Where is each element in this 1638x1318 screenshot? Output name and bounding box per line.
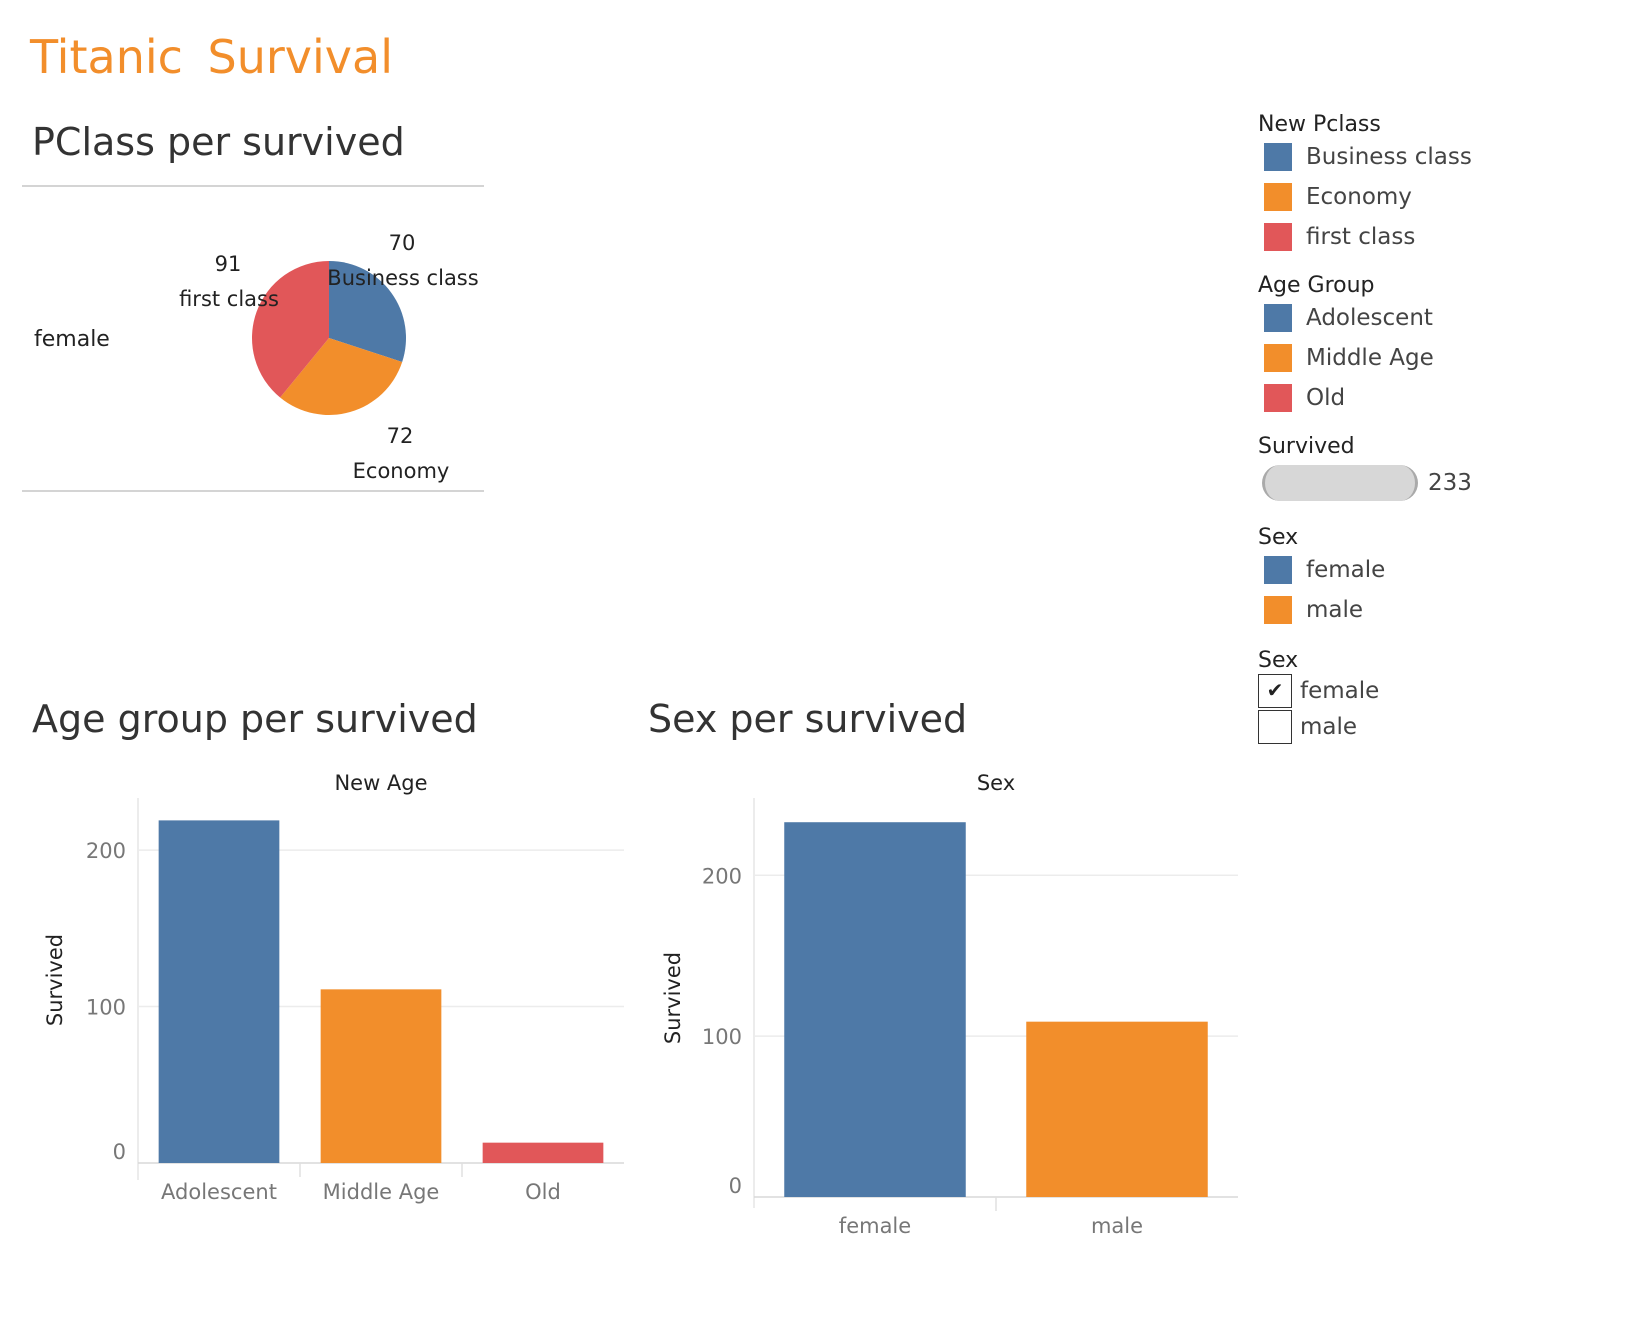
x-tick-label: male [1091, 1214, 1143, 1238]
legend-swatch [1264, 596, 1292, 624]
legend-item[interactable]: Old [1258, 378, 1618, 418]
legend-swatch [1264, 384, 1292, 412]
x-tick-label: Adolescent [161, 1180, 277, 1204]
y-axis-title: Survived [43, 934, 67, 1026]
pie-worksheet-title: PClass per survived [32, 120, 405, 164]
legend-sex-title: Sex [1258, 525, 1299, 550]
y-tick-label: 0 [729, 1174, 742, 1198]
bar[interactable] [158, 820, 280, 1163]
x-tick-label: female [839, 1214, 911, 1238]
pie-category-label: Economy [353, 459, 450, 483]
age-group-bar-chart[interactable]: New Age 0 100 200 Survived Adolescent Middle A… [0, 760, 640, 1220]
pie-bottom-divider [22, 490, 484, 492]
legend-item[interactable]: female [1258, 550, 1618, 590]
bar[interactable] [320, 989, 442, 1163]
legend-pclass-title: New Pclass [1258, 112, 1381, 137]
legend-label: Adolescent [1306, 305, 1433, 331]
column-header: Sex [977, 771, 1015, 795]
pie-category-label: first class [179, 287, 279, 311]
y-axis-title: Survived [661, 952, 685, 1044]
sex-filter-option[interactable]: male [1258, 709, 1618, 745]
y-tick-label: 0 [113, 1140, 126, 1164]
sex-worksheet-title: Sex per survived [648, 697, 968, 741]
y-tick-label: 100 [86, 996, 126, 1020]
legend-survived-title: Survived [1258, 434, 1355, 459]
legend-swatch [1264, 556, 1292, 584]
legend-panel: New Pclass Business class Economy first cl… [1258, 112, 1618, 745]
column-header: New Age [334, 771, 427, 795]
legend-swatch [1264, 304, 1292, 332]
legend-swatch [1264, 183, 1292, 211]
legend-label: female [1306, 557, 1386, 583]
legend-item[interactable]: Business class [1258, 137, 1618, 177]
legend-item[interactable]: first class [1258, 217, 1618, 257]
legend-age-items: Adolescent Middle Age Old [1258, 298, 1618, 418]
pie-row-label: female [34, 327, 110, 352]
bar[interactable] [1026, 1021, 1208, 1197]
sex-filter-option[interactable]: ✔ female [1258, 673, 1618, 709]
sex-filter-options: ✔ female male [1258, 673, 1618, 745]
legend-age-title: Age Group [1258, 273, 1375, 298]
pie-category-label: Business class [327, 266, 478, 290]
filter-option-label: male [1300, 714, 1358, 740]
dashboard-title: Titanic Survival [30, 30, 393, 84]
legend-item[interactable]: Adolescent [1258, 298, 1618, 338]
pie-slice[interactable] [280, 338, 403, 415]
legend-label: Business class [1306, 144, 1472, 170]
pie-value-label: 72 [387, 424, 414, 448]
checkbox-checked[interactable]: ✔ [1258, 674, 1292, 708]
size-legend-shape [1262, 465, 1418, 501]
legend-item[interactable]: male [1258, 590, 1618, 630]
survived-size-legend: 233 [1258, 459, 1618, 507]
pclass-pie-chart[interactable]: 70 Business class 72 Economy 91 first class [0, 0, 500, 500]
y-tick-label: 200 [86, 839, 126, 863]
pie-slice[interactable] [329, 261, 407, 362]
survived-size-value: 233 [1428, 470, 1472, 496]
pie-value-label: 70 [389, 231, 416, 255]
sex-filter-title: Sex [1258, 648, 1299, 673]
pie-top-divider [22, 185, 484, 187]
legend-label: male [1306, 597, 1364, 623]
legend-sex-items: female male [1258, 550, 1618, 630]
sex-bar-chart[interactable]: Sex 0 100 200 Survived female male [640, 760, 1250, 1250]
legend-swatch [1264, 344, 1292, 372]
bar[interactable] [482, 1142, 604, 1163]
y-tick-label: 200 [702, 864, 742, 888]
legend-item[interactable]: Middle Age [1258, 338, 1618, 378]
pie-value-label: 91 [215, 252, 242, 276]
legend-swatch [1264, 223, 1292, 251]
legend-label: Middle Age [1306, 345, 1434, 371]
checkbox-unchecked[interactable] [1258, 710, 1292, 744]
legend-label: Economy [1306, 184, 1412, 210]
legend-pclass-items: Business class Economy first class [1258, 137, 1618, 257]
legend-label: Old [1306, 385, 1346, 411]
pie-slice[interactable] [252, 261, 329, 398]
y-tick-label: 100 [702, 1025, 742, 1049]
filter-option-label: female [1300, 678, 1380, 704]
x-tick-label: Old [525, 1180, 561, 1204]
legend-item[interactable]: Economy [1258, 177, 1618, 217]
age-worksheet-title: Age group per survived [32, 697, 478, 741]
legend-label: first class [1306, 224, 1416, 250]
bar[interactable] [784, 822, 966, 1197]
x-tick-label: Middle Age [323, 1180, 440, 1204]
legend-swatch [1264, 143, 1292, 171]
